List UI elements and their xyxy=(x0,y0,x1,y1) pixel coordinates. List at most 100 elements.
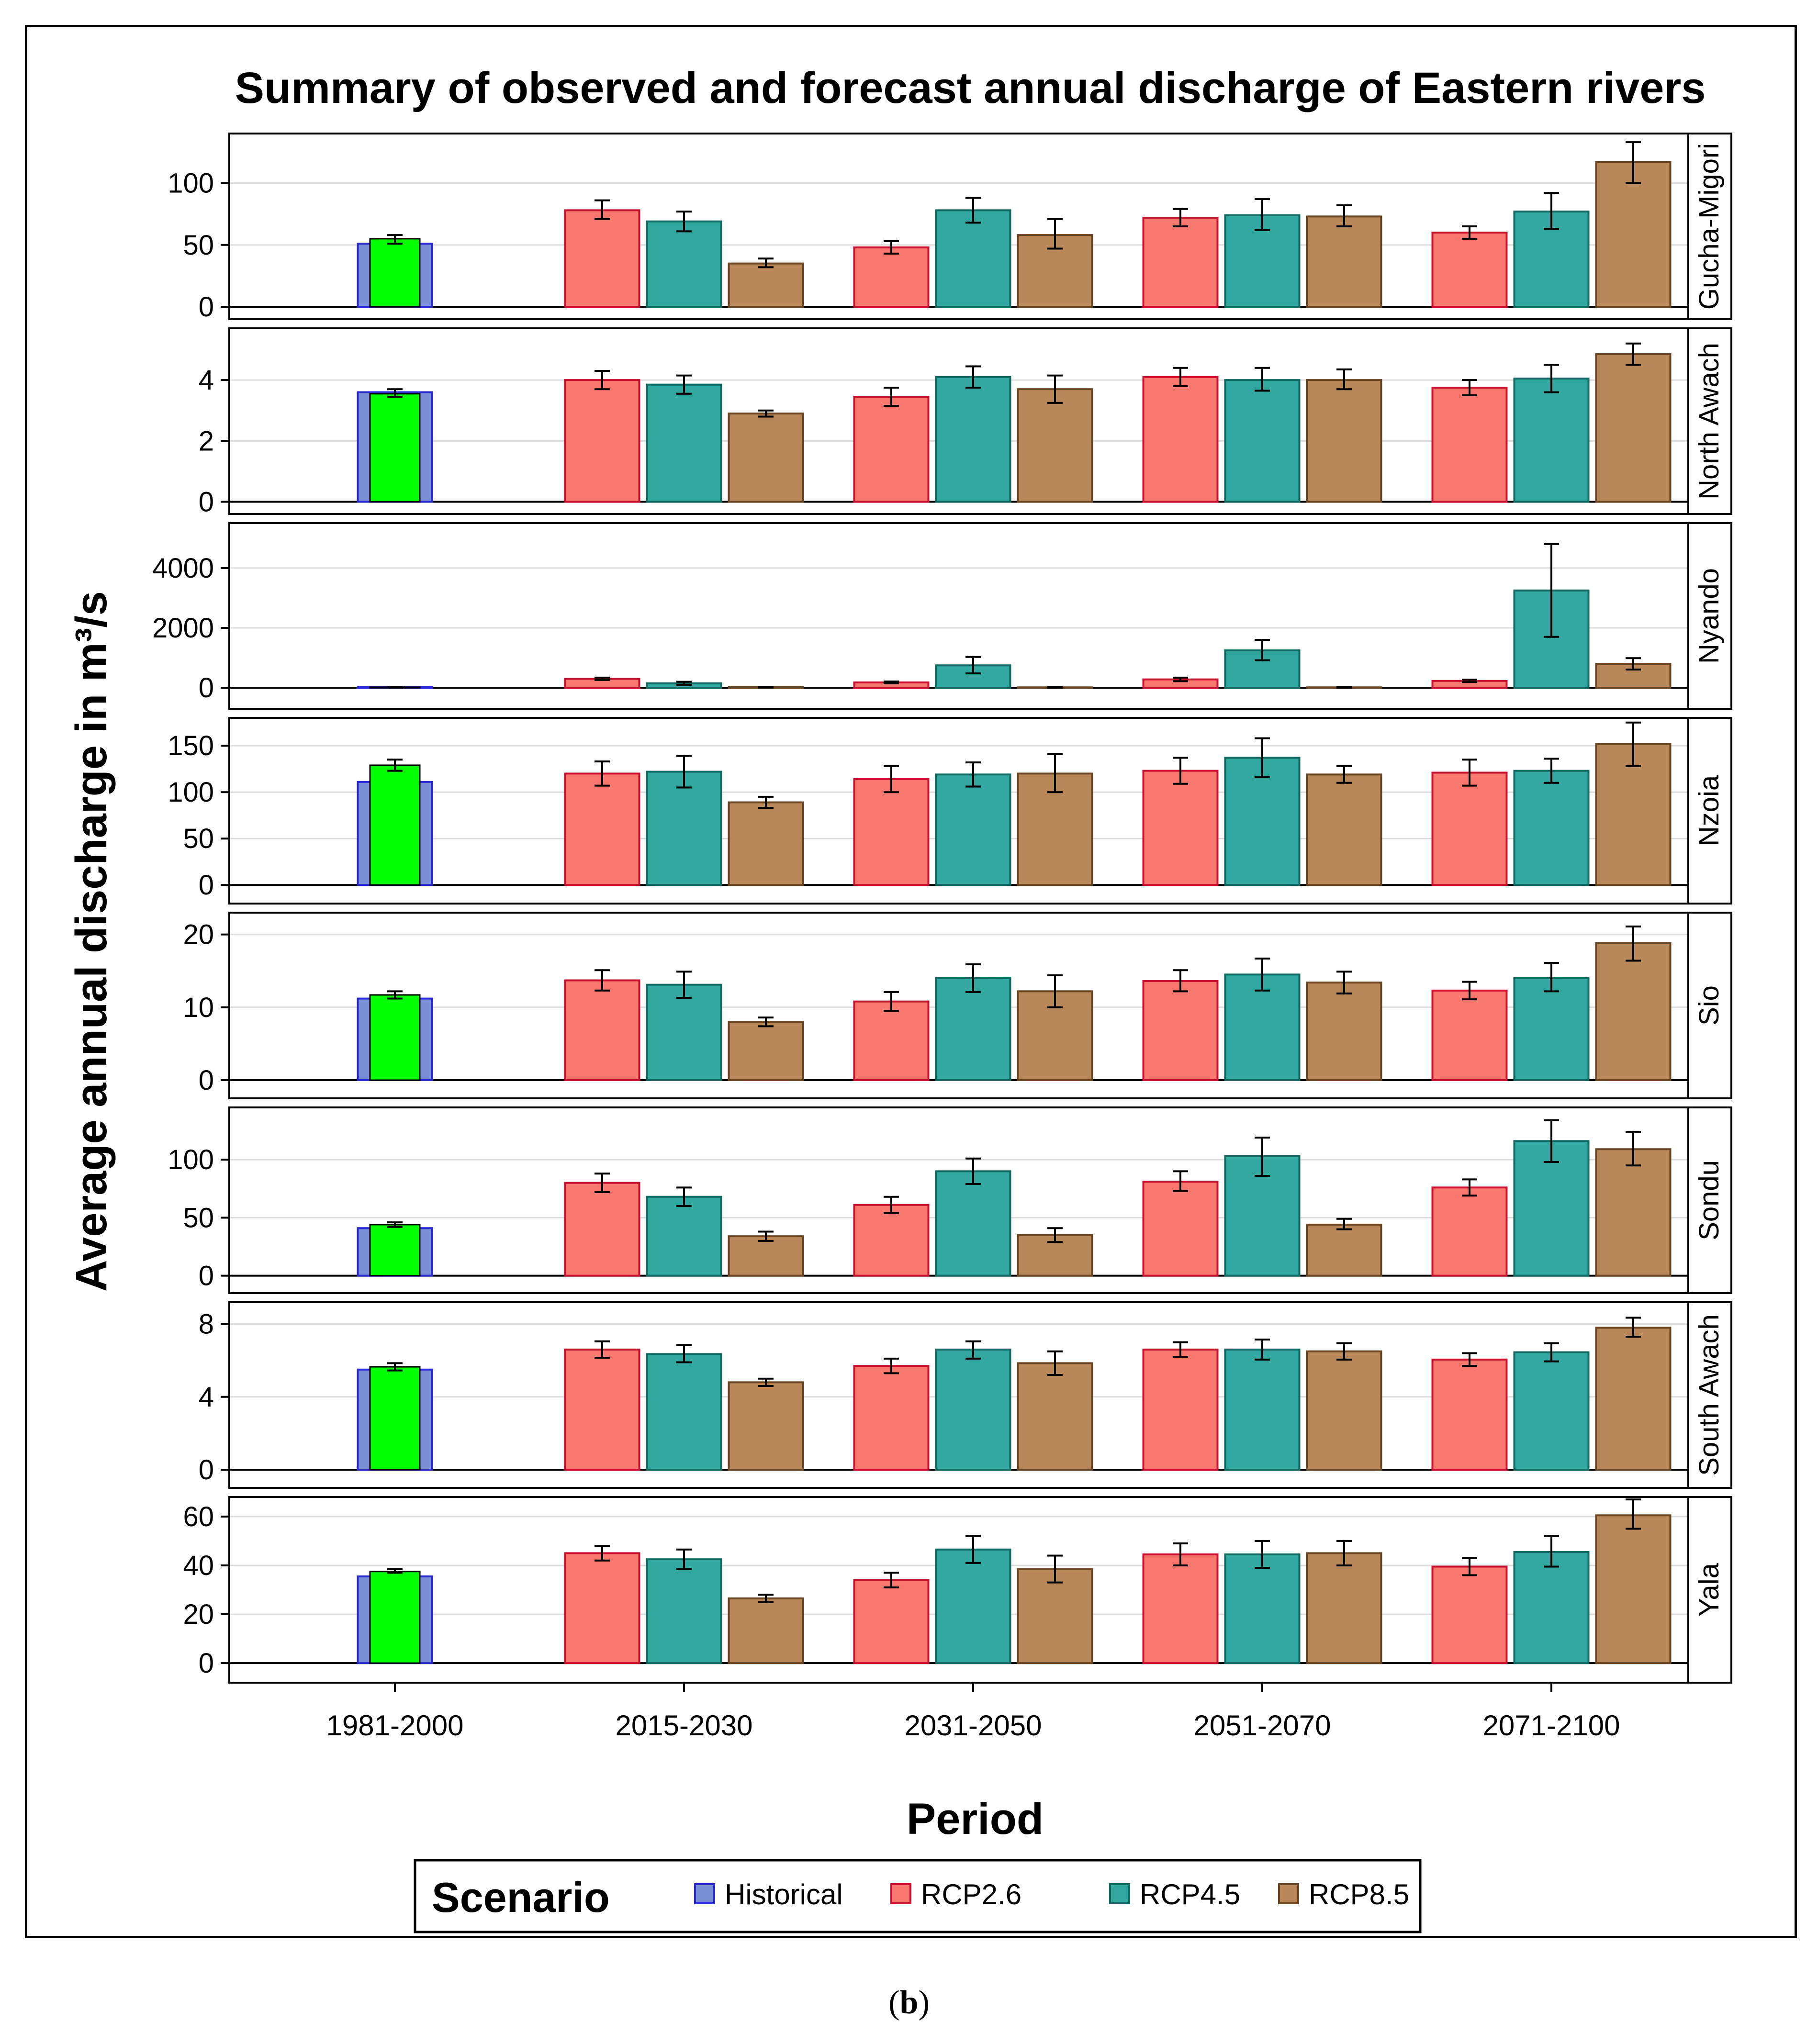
bar-rcp8-5 xyxy=(1017,1568,1093,1664)
legend-title: Scenario xyxy=(432,1874,610,1921)
y-tick-label: 150 xyxy=(168,730,214,761)
chart-canvas: Summary of observed and forecast annual … xyxy=(67,64,1732,1933)
y-tick-label: 4 xyxy=(199,1382,214,1413)
caption-close: ) xyxy=(918,1984,930,2021)
y-tick-label: 4000 xyxy=(152,553,214,584)
bar-rcp8-5 xyxy=(728,1381,804,1471)
panel-north-awach: 0 2 4 North Awach xyxy=(199,327,1732,518)
bar-rcp4-5 xyxy=(646,220,722,308)
bar-rcp8-5 xyxy=(1595,1514,1672,1664)
y-tick-label: 20 xyxy=(183,1599,214,1630)
panel-strip-label: Sondu xyxy=(1694,1160,1725,1240)
bar-rcp8-5 xyxy=(728,1235,804,1277)
panel-strip-label: Nzoia xyxy=(1694,775,1725,846)
bar-rcp4-5 xyxy=(1224,379,1301,503)
bar-observed xyxy=(369,1571,421,1664)
bar-rcp2-6 xyxy=(1431,1565,1508,1664)
bar-observed xyxy=(369,1366,421,1471)
bar-rcp2-6 xyxy=(1142,770,1219,886)
y-axis-label: Average annual discharge in m³/s xyxy=(67,591,116,1292)
panel-strip-label: Nyando xyxy=(1694,568,1725,664)
figure-caption: (b) xyxy=(0,1984,1818,2022)
y-tick-label: 40 xyxy=(183,1550,214,1581)
panel-strip xyxy=(1687,912,1732,1099)
panel-strip-label: South Awach xyxy=(1694,1314,1725,1476)
bar-rcp4-5 xyxy=(646,983,722,1081)
bar-rcp2-6 xyxy=(853,1000,930,1081)
panel-strip-label: North Awach xyxy=(1694,343,1725,500)
panel-border xyxy=(228,133,1732,320)
y-tick-label: 0 xyxy=(199,1065,214,1096)
caption-label: b xyxy=(899,1984,919,2021)
chart-title: Summary of observed and forecast annual … xyxy=(235,64,1706,112)
bar-rcp2-6 xyxy=(564,209,640,308)
bar-rcp2-6 xyxy=(1142,1348,1219,1471)
panel-nzoia: 0 50 100 150 Nzoia xyxy=(168,717,1732,905)
panel-border xyxy=(228,1106,1732,1294)
y-tick-label: 100 xyxy=(168,168,214,199)
bar-rcp2-6 xyxy=(1142,1181,1219,1277)
bar-rcp4-5 xyxy=(646,1558,722,1664)
bar-rcp8-5 xyxy=(1306,1350,1382,1471)
y-tick-label: 60 xyxy=(183,1501,214,1532)
bar-rcp4-5 xyxy=(1513,1551,1590,1664)
bar-rcp4-5 xyxy=(1513,977,1590,1081)
panel-sondu: 0 50 100 Sondu xyxy=(168,1106,1732,1294)
y-tick-label: 20 xyxy=(183,919,214,950)
bar-rcp4-5 xyxy=(646,1195,722,1277)
bar-rcp8-5 xyxy=(1595,353,1672,503)
y-tick-label: 2000 xyxy=(152,613,214,644)
bar-rcp2-6 xyxy=(853,1365,930,1471)
legend-swatch-rcp4-5 xyxy=(1109,1883,1130,1904)
bar-rcp8-5 xyxy=(728,801,804,886)
x-tick-label: 2015-2030 xyxy=(616,1709,753,1742)
panel-south-awach: 0 4 8 South Awach xyxy=(199,1301,1732,1489)
y-tick-label: 10 xyxy=(183,992,214,1023)
bar-rcp4-5 xyxy=(935,977,1011,1081)
bar-rcp4-5 xyxy=(935,773,1011,886)
bar-rcp4-5 xyxy=(1513,770,1590,886)
bar-rcp2-6 xyxy=(1431,1186,1508,1277)
x-tick-label: 2031-2050 xyxy=(905,1709,1042,1742)
bar-rcp2-6 xyxy=(1142,980,1219,1081)
bar-rcp2-6 xyxy=(1142,216,1219,308)
y-tick-label: 50 xyxy=(183,230,214,261)
bar-rcp4-5 xyxy=(935,1170,1011,1277)
bar-rcp4-5 xyxy=(1513,1140,1590,1277)
panel-strip-label: Sio xyxy=(1694,985,1725,1026)
bar-rcp2-6 xyxy=(1431,989,1508,1081)
bar-rcp8-5 xyxy=(728,262,804,308)
y-tick-label: 0 xyxy=(199,672,214,704)
bar-rcp2-6 xyxy=(853,246,930,308)
bar-rcp4-5 xyxy=(1513,1351,1590,1471)
y-tick-label: 0 xyxy=(199,1648,214,1679)
bar-rcp2-6 xyxy=(1431,231,1508,308)
y-tick-label: 4 xyxy=(199,365,214,396)
bar-rcp4-5 xyxy=(935,1548,1011,1664)
bar-rcp4-5 xyxy=(1224,1553,1301,1664)
bar-rcp8-5 xyxy=(728,413,804,503)
x-axis: 1981-2000 2015-2030 2031-2050 2051-2070 2071… xyxy=(326,1683,1620,1742)
bar-rcp8-5 xyxy=(1306,379,1382,503)
y-tick-label: 100 xyxy=(168,1144,214,1175)
bar-observed xyxy=(369,238,421,308)
y-tick-label: 0 xyxy=(199,291,214,323)
legend: Scenario Historical RCP2.6 RCP4.5 RCP8.5 xyxy=(414,1859,1422,1933)
panel-border xyxy=(228,912,1732,1099)
bar-rcp2-6 xyxy=(564,1348,640,1471)
legend-items: Historical RCP2.6 RCP4.5 RCP8.5 xyxy=(694,1878,1409,1910)
bar-rcp8-5 xyxy=(1017,388,1093,503)
bar-rcp4-5 xyxy=(646,1353,722,1471)
bar-rcp2-6 xyxy=(564,979,640,1081)
bar-rcp2-6 xyxy=(853,396,930,503)
bar-observed xyxy=(369,393,421,503)
legend-label-rcp8-5: RCP8.5 xyxy=(1309,1878,1409,1910)
bar-rcp4-5 xyxy=(935,376,1011,503)
legend-swatch-rcp2-6 xyxy=(890,1883,911,1904)
bar-rcp8-5 xyxy=(728,1597,804,1664)
bar-rcp8-5 xyxy=(1306,1223,1382,1277)
x-axis-label: Period xyxy=(907,1795,1044,1843)
legend-swatch-historical xyxy=(694,1883,715,1904)
bar-rcp8-5 xyxy=(1595,161,1672,308)
x-tick-label: 2071-2100 xyxy=(1483,1709,1620,1742)
